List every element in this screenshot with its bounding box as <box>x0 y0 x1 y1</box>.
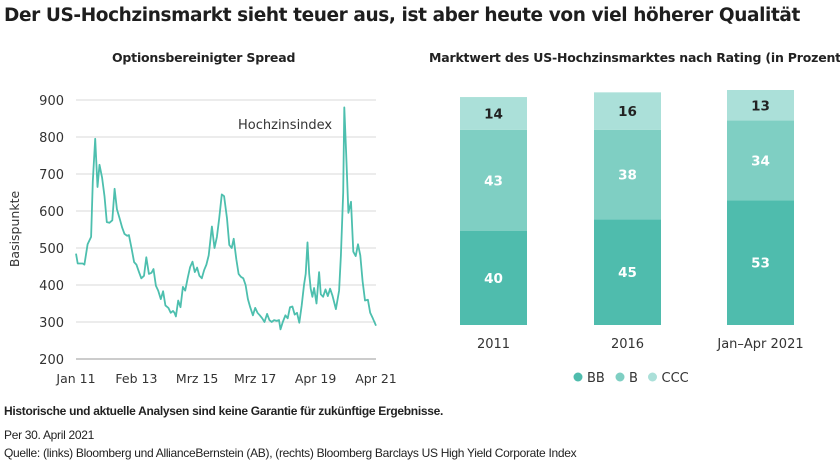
bar-value-label: 14 <box>484 107 503 123</box>
bar-value-label: 16 <box>618 104 637 120</box>
series-label: Hochzinsindex <box>238 118 332 133</box>
bar-segment-ccc <box>594 92 661 130</box>
bar-segment-bb <box>594 219 661 325</box>
bar-segment-ccc <box>727 90 794 121</box>
bar-segment-b <box>460 129 527 231</box>
y-axis-label: Basispunkte <box>7 191 22 268</box>
x-tick-label: Mrz 15 <box>176 371 218 386</box>
y-tick-label: 600 <box>39 205 64 220</box>
y-tick-label: 500 <box>39 242 64 257</box>
spread-line <box>75 106 377 331</box>
bar-value-label: 45 <box>618 265 637 281</box>
bar-value-label: 53 <box>751 256 770 272</box>
bar-segment-b <box>594 129 661 220</box>
x-tick-label: Mrz 17 <box>234 371 276 386</box>
bar-value-label: 13 <box>751 98 770 114</box>
legend-marker-ccc <box>648 372 657 382</box>
y-tick-label: 700 <box>39 168 64 183</box>
bar-segment-bb <box>460 231 527 325</box>
bar-segment-b <box>727 120 794 201</box>
bar-value-label: 43 <box>484 173 503 189</box>
bar-value-label: 40 <box>484 271 503 287</box>
legend-label: CCC <box>662 371 689 386</box>
source-note: Quelle: (links) Bloomberg und AllianceBe… <box>4 446 577 460</box>
y-tick-label: 200 <box>39 353 64 368</box>
legend-marker-b <box>615 372 625 382</box>
legend-marker-bb <box>573 372 583 382</box>
page-title: Der US-Hochzinsmarkt sieht teuer aus, is… <box>4 5 800 26</box>
as-of-date: Per 30. April 2021 <box>4 428 94 442</box>
category-label: 2016 <box>611 337 644 352</box>
y-tick-label: 300 <box>39 316 64 331</box>
x-tick-label: Jan 11 <box>55 371 95 386</box>
legend-label: B <box>629 371 638 386</box>
bar-chart-title: Marktwert des US-Hochzinsmarktes nach Ra… <box>429 50 840 65</box>
bar-segment-ccc <box>460 97 527 130</box>
category-label: 2011 <box>477 337 510 352</box>
y-tick-label: 900 <box>39 94 64 109</box>
x-tick-label: Apr 19 <box>295 371 337 386</box>
category-label: Jan–Apr 2021 <box>716 337 803 352</box>
bar-segment-bb <box>727 200 794 325</box>
y-tick-label: 400 <box>39 279 64 294</box>
disclaimer: Historische und aktuelle Analysen sind k… <box>4 404 444 418</box>
line-chart-title: Optionsbereinigter Spread <box>112 50 296 65</box>
bar-value-label: 38 <box>618 168 637 184</box>
bar-value-label: 34 <box>751 154 770 170</box>
charts-canvas: 200 300 400 500 600 700 800 900 Jan 11 Feb 13 Mrz … <box>7 90 804 386</box>
x-tick-label: Apr 21 <box>355 371 397 386</box>
legend-label: BB <box>587 371 605 386</box>
x-tick-label: Feb 13 <box>115 371 157 386</box>
y-tick-label: 800 <box>39 131 64 146</box>
